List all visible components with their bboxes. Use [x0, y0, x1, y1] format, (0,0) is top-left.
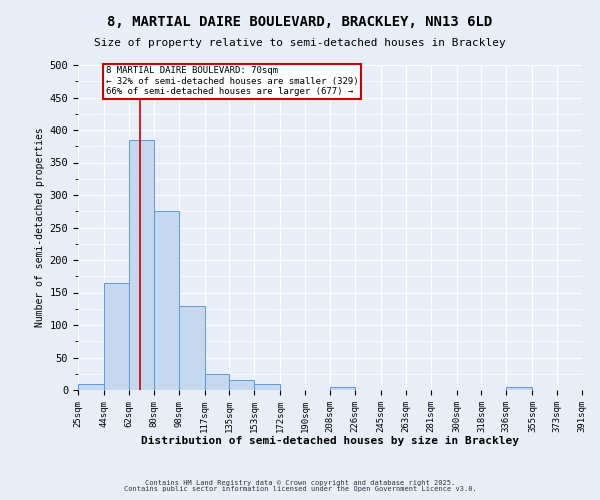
Text: 8, MARTIAL DAIRE BOULEVARD, BRACKLEY, NN13 6LD: 8, MARTIAL DAIRE BOULEVARD, BRACKLEY, NN…: [107, 15, 493, 29]
Bar: [330, 387, 355, 390]
Bar: [179, 306, 205, 390]
Bar: [104, 283, 129, 390]
Bar: [78, 384, 104, 390]
Bar: [129, 140, 154, 390]
Bar: [154, 211, 179, 390]
Bar: [229, 380, 254, 390]
Text: 8 MARTIAL DAIRE BOULEVARD: 70sqm
← 32% of semi-detached houses are smaller (329): 8 MARTIAL DAIRE BOULEVARD: 70sqm ← 32% o…: [106, 66, 358, 96]
Text: Contains HM Land Registry data © Crown copyright and database right 2025.
Contai: Contains HM Land Registry data © Crown c…: [124, 480, 476, 492]
X-axis label: Distribution of semi-detached houses by size in Brackley: Distribution of semi-detached houses by …: [141, 436, 519, 446]
Bar: [254, 384, 280, 390]
Y-axis label: Number of semi-detached properties: Number of semi-detached properties: [35, 128, 46, 328]
Bar: [205, 374, 229, 390]
Bar: [506, 387, 532, 390]
Text: Size of property relative to semi-detached houses in Brackley: Size of property relative to semi-detach…: [94, 38, 506, 48]
